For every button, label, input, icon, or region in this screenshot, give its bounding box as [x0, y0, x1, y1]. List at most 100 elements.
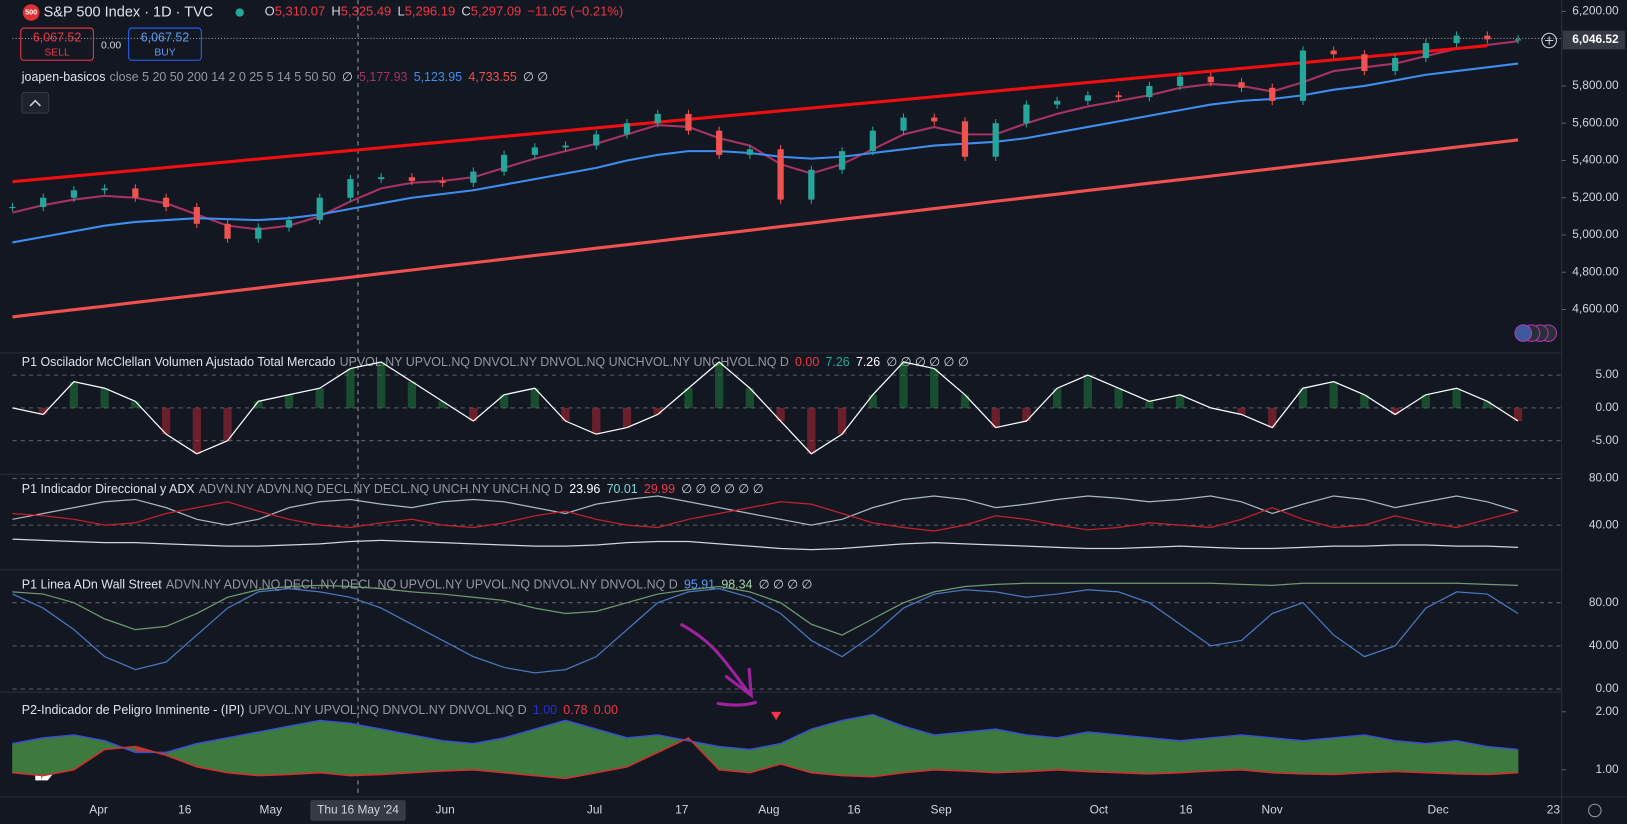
- candle: [470, 171, 477, 183]
- histogram-bar: [1483, 401, 1492, 408]
- histogram-bar: [1053, 388, 1062, 408]
- add-button[interactable]: [1541, 32, 1557, 49]
- indicator-value: 1.00: [533, 703, 557, 717]
- histogram-bar: [837, 407, 847, 435]
- area-fill: [1087, 731, 1119, 773]
- candle: [593, 134, 600, 146]
- y-tick-label: 80.00: [1589, 471, 1619, 485]
- indicator-value: 0.00: [594, 703, 618, 717]
- x-tick-label: Oct: [1090, 803, 1109, 817]
- area-fill: [42, 734, 75, 776]
- area-fill: [1026, 734, 1058, 772]
- candle: [869, 130, 876, 152]
- area-fill: [811, 720, 843, 776]
- indicator-value: 7.26: [826, 356, 850, 370]
- histogram-bar: [868, 394, 877, 408]
- indicator-params: UPVOL.NY UPVOL.NQ DNVOL.NY DNVOL.NQ D: [249, 703, 527, 717]
- sell-label[interactable]: SELL: [44, 48, 70, 59]
- y-tick-label: 5,200.00: [1572, 190, 1619, 204]
- candle: [1023, 104, 1030, 124]
- histogram-bar: [776, 407, 785, 422]
- area-fill: [288, 720, 320, 775]
- series-line: [12, 138, 1519, 319]
- buy-button[interactable]: [128, 27, 202, 61]
- sell-price[interactable]: 6,067.52: [33, 31, 81, 45]
- candle: [838, 151, 846, 170]
- candle: [285, 220, 293, 228]
- candle: [746, 149, 753, 155]
- histogram-bar: [438, 401, 447, 408]
- candle: [1361, 54, 1368, 72]
- histogram-bar: [1360, 394, 1369, 408]
- histogram-bar: [192, 407, 201, 454]
- histogram-bar: [254, 401, 263, 408]
- area-fill: [718, 746, 751, 773]
- event-badges[interactable]: [1514, 324, 1557, 342]
- histogram-bar: [530, 388, 539, 408]
- candle: [961, 121, 969, 157]
- x-tick-label: 16: [847, 803, 861, 817]
- series-line: [12, 62, 1519, 244]
- histogram-bar: [930, 368, 939, 408]
- indicator-params: UPVOL.NY UPVOL.NQ DNVOL.NY DNVOL.NQ UNCH…: [340, 356, 789, 370]
- spread: 0.00: [101, 40, 121, 51]
- x-tick-label: Apr: [89, 803, 108, 817]
- histogram-bar: [499, 394, 509, 408]
- sell-button[interactable]: [20, 27, 94, 61]
- indicator-value: 70.01: [607, 482, 638, 496]
- trendline: [12, 44, 1488, 184]
- symbol-title[interactable]: S&P 500 Index · 1D · TVC: [44, 4, 214, 20]
- candle: [1115, 95, 1122, 98]
- histogram-bar: [899, 361, 908, 408]
- candle: [316, 197, 323, 221]
- indicator-value: 29.99: [644, 482, 675, 496]
- histogram-bar: [69, 381, 79, 408]
- x-tick-label: Nov: [1262, 803, 1283, 817]
- indicator-name: P1 Indicador Direccional y ADX: [22, 482, 196, 496]
- area-fill: [227, 731, 259, 776]
- indicator-value: ∅ ∅ ∅ ∅ ∅ ∅: [681, 482, 763, 496]
- x-tick-label: 16: [178, 803, 192, 817]
- candle: [1238, 82, 1245, 88]
- ohlc-key: H: [331, 4, 340, 19]
- ohlc-value: 5,296.19: [405, 4, 455, 19]
- candle: [1514, 39, 1522, 41]
- indicator-name: P1 Linea ADn Wall Street: [22, 578, 162, 592]
- candle: [408, 177, 416, 181]
- series-line: [12, 361, 1519, 455]
- y-tick-label: 40.00: [1589, 517, 1619, 531]
- ohlc-key: C: [461, 4, 470, 19]
- candle: [439, 180, 446, 183]
- event-badge[interactable]: [1514, 324, 1533, 342]
- buy-label[interactable]: BUY: [154, 48, 175, 59]
- candle: [562, 145, 569, 148]
- buy-price[interactable]: 6,067.52: [141, 31, 189, 45]
- collapse-icon: [29, 99, 42, 107]
- collapse-button[interactable]: [21, 91, 50, 114]
- y-tick-label: 5,800.00: [1572, 78, 1619, 92]
- histogram-bar: [407, 381, 417, 408]
- ohlc: O5,310.07 H5,325.49 L5,296.19 C5,297.09 −11.…: [265, 4, 624, 19]
- indicator-value: 5,123.95: [414, 70, 462, 84]
- symbol-icon-text: 500: [25, 7, 37, 16]
- area-fill: [1271, 737, 1304, 775]
- candle: [162, 197, 170, 208]
- indicator-params: close 5 20 50 200 14 2 0 25 5 14 5 50 50: [110, 70, 336, 84]
- indicator-params: ADVN.NY ADVN.NQ DECL.NY DECL.NQ UPVOL.NY…: [166, 578, 678, 592]
- candle: [1453, 35, 1460, 44]
- histogram-bar: [1329, 381, 1338, 408]
- y-tick-label: 0.00: [1595, 681, 1619, 695]
- area-fill: [1302, 737, 1334, 775]
- histogram-bar: [100, 388, 109, 408]
- area-fill: [1210, 734, 1242, 772]
- area-fill: [258, 725, 290, 776]
- histogram-bar: [592, 407, 601, 435]
- series-line: [12, 501, 1519, 532]
- histogram-bar: [1022, 407, 1031, 422]
- series-line: [12, 736, 1519, 780]
- x-tick-label: Sep: [931, 803, 953, 817]
- settings-button[interactable]: [1588, 803, 1602, 818]
- histogram-bar: [561, 407, 570, 422]
- candle: [531, 147, 538, 155]
- candle: [1299, 50, 1307, 101]
